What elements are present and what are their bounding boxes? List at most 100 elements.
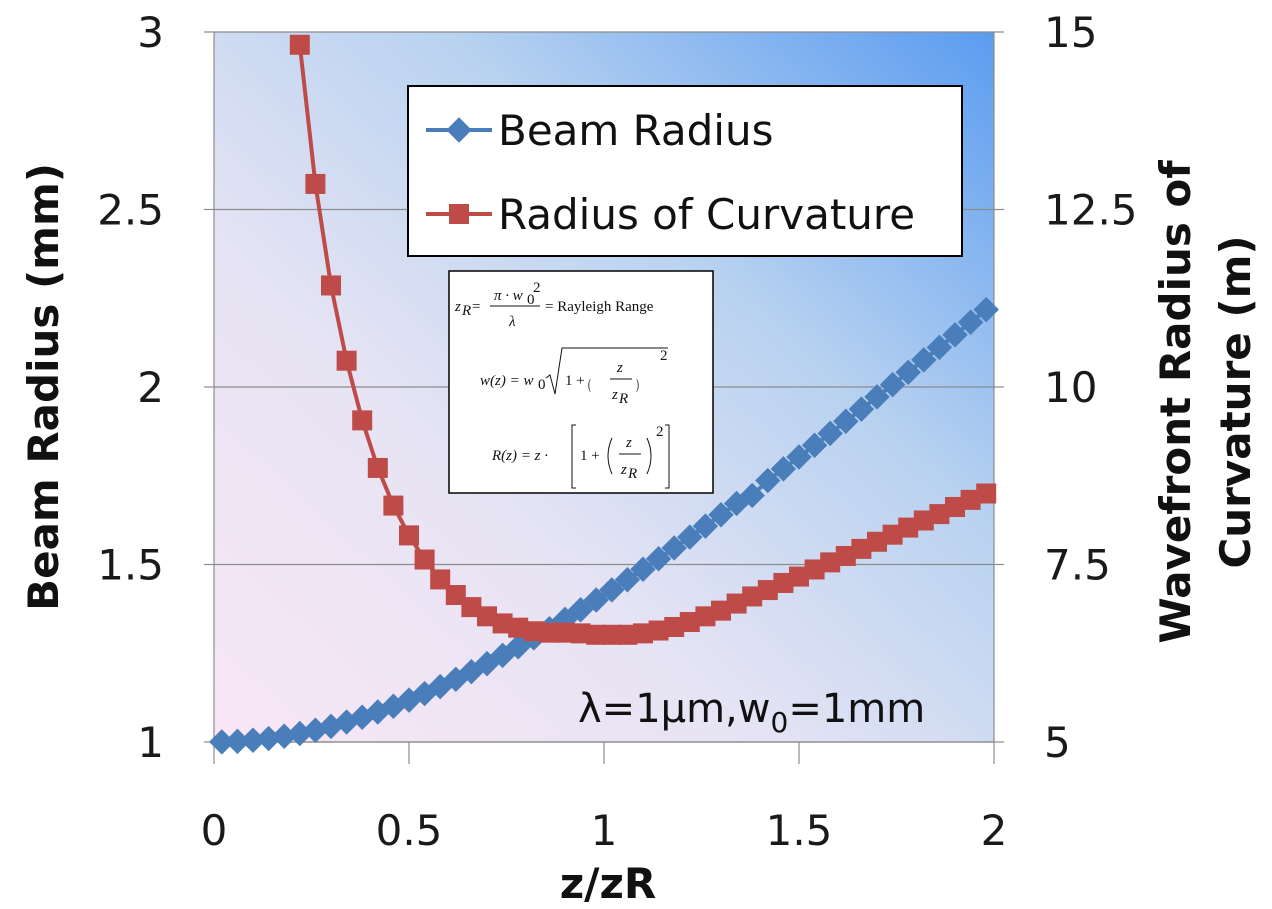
data-point — [523, 621, 544, 642]
data-point — [742, 586, 763, 607]
data-point — [661, 535, 687, 561]
svg-text:R: R — [618, 391, 628, 407]
legend-label-radius-of-curvature: Radius of Curvature — [498, 190, 915, 239]
series-radius-of-curvature — [289, 34, 997, 645]
data-point — [848, 396, 875, 422]
data-point — [820, 552, 841, 573]
svg-text:(: ( — [588, 376, 591, 393]
data-point — [942, 322, 968, 348]
data-point — [757, 580, 778, 601]
x-axis-title: z/zR — [560, 859, 657, 908]
data-point — [664, 616, 685, 637]
equation-rayleigh-range: z R = π · w 0 2 λ = Rayleigh Range — [454, 280, 654, 330]
data-point — [895, 359, 921, 386]
data-point — [289, 34, 310, 55]
data-point — [960, 489, 981, 510]
data-point — [445, 585, 466, 606]
y-left-axis-title: Beam Radius (mm) — [19, 163, 68, 611]
data-point — [770, 456, 797, 482]
svg-text:z: z — [620, 462, 627, 478]
equation-box: z R = π · w 0 2 λ = Rayleigh Range w(z) … — [448, 270, 714, 494]
data-point — [864, 384, 890, 410]
data-point — [879, 371, 906, 398]
data-point — [539, 622, 560, 643]
legend-marker-radius-of-curvature — [449, 204, 469, 224]
svg-text:1 +: 1 + — [580, 448, 600, 464]
y-left-tick-label: 1 — [137, 718, 164, 767]
data-point — [399, 525, 419, 546]
data-point — [240, 727, 266, 753]
y-right-tick-label: 15 — [1044, 8, 1097, 57]
data-point — [305, 173, 326, 194]
data-point — [414, 549, 435, 570]
svg-text:z: z — [611, 387, 618, 403]
data-point — [817, 420, 843, 447]
data-point — [599, 577, 625, 603]
data-point — [833, 408, 859, 434]
data-point — [786, 444, 812, 470]
svg-text:w(z) = w: w(z) = w — [480, 373, 533, 389]
data-point — [555, 622, 575, 643]
data-point — [911, 347, 937, 373]
data-point — [677, 524, 703, 550]
data-point — [898, 517, 919, 538]
data-point — [957, 309, 984, 335]
y-left-tick-label: 2 — [137, 363, 164, 412]
svg-text:R: R — [627, 466, 637, 482]
svg-text:=: = — [472, 299, 480, 315]
axes — [204, 31, 1004, 764]
data-point — [976, 483, 997, 504]
y-left-tick-label: 2.5 — [97, 186, 164, 235]
x-tick-label: 1 — [591, 806, 618, 855]
y-right-tick-label: 5 — [1044, 718, 1071, 767]
data-point — [617, 624, 638, 645]
y-left-tick-label: 3 — [137, 8, 164, 57]
data-point — [430, 569, 451, 590]
svg-text:z: z — [454, 299, 461, 315]
data-point — [801, 432, 828, 458]
y-right-axis-title-line1: Wavefront Radius of — [1151, 160, 1200, 644]
svg-text:z: z — [625, 435, 632, 451]
data-point — [630, 556, 656, 582]
data-point — [336, 350, 357, 371]
data-point — [739, 482, 765, 509]
tick-labels: 1 1.5 2 2.5 3 5 7.5 10 12.5 15 0 0.5 1 1.5 2 — [97, 8, 1137, 855]
data-point — [645, 545, 672, 572]
data-point — [882, 524, 903, 545]
data-point — [492, 613, 513, 634]
data-point — [570, 623, 591, 644]
legend-box — [407, 85, 963, 257]
svg-text:2: 2 — [660, 348, 668, 364]
data-point — [695, 606, 716, 627]
data-point — [773, 572, 794, 593]
data-point — [224, 728, 251, 755]
data-point — [913, 510, 934, 531]
data-point — [945, 496, 965, 517]
data-point — [711, 600, 731, 621]
data-point — [648, 620, 669, 641]
data-point — [383, 495, 404, 516]
svg-text:λ: λ — [508, 314, 516, 330]
x-tick-label: 2 — [981, 806, 1008, 855]
svg-text:2: 2 — [656, 424, 664, 440]
y-right-axis-title-line2: Curvature (m) — [1211, 235, 1260, 568]
legend-marker-beam-radius — [446, 117, 472, 143]
data-point — [586, 624, 607, 645]
data-point — [851, 538, 872, 559]
svg-text:): ) — [636, 376, 639, 393]
legend: Beam Radius Radius of Curvature — [407, 85, 963, 257]
data-point — [679, 612, 700, 633]
data-point — [692, 513, 719, 539]
svg-text:2: 2 — [533, 280, 541, 296]
data-point — [755, 467, 781, 494]
y-right-tick-label: 12.5 — [1044, 186, 1138, 235]
data-point — [461, 597, 482, 618]
x-tick-label: 0.5 — [376, 806, 443, 855]
y-right-tick-label: 10 — [1044, 363, 1097, 412]
x-tick-label: 1.5 — [766, 806, 833, 855]
data-point — [477, 606, 497, 627]
data-point — [583, 587, 609, 613]
data-point — [926, 334, 953, 361]
parameter-annotation: λ=1μm,w0=1mm — [578, 686, 925, 739]
